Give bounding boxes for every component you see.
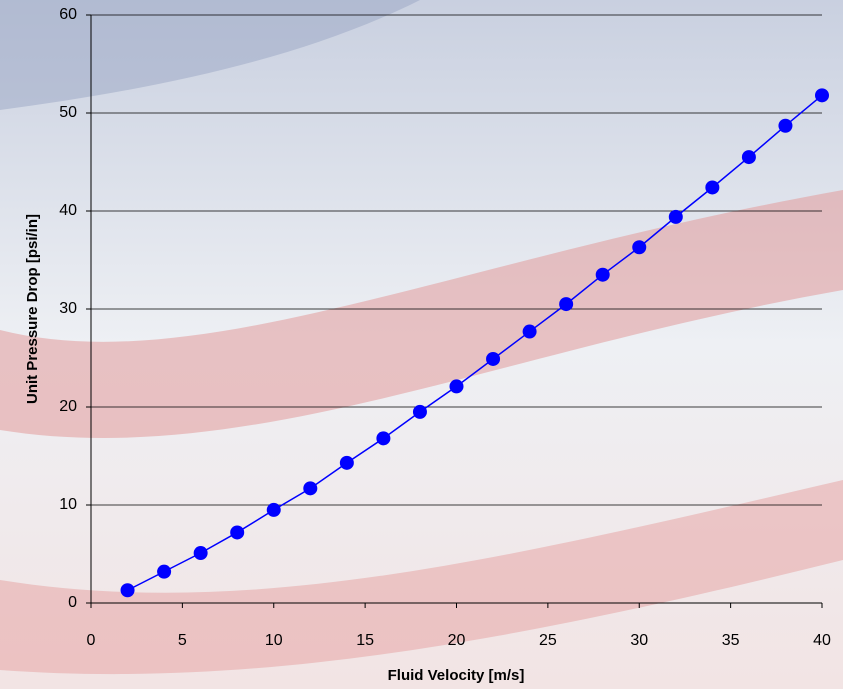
- x-tick-label: 25: [539, 632, 557, 649]
- y-tick-label: 60: [59, 6, 77, 23]
- x-axis-title: Fluid Velocity [m/s]: [388, 667, 525, 684]
- x-tick-label: 35: [722, 632, 740, 649]
- y-tick-label: 30: [59, 300, 77, 317]
- y-tick-label: 20: [59, 398, 77, 415]
- y-tick-label: 0: [68, 594, 77, 611]
- x-tick-label: 10: [265, 632, 283, 649]
- x-tick-label: 30: [630, 632, 648, 649]
- point: [194, 546, 208, 560]
- x-tick-label: 15: [356, 632, 374, 649]
- y-tick-label: 10: [59, 496, 77, 513]
- point: [778, 119, 792, 133]
- chart: Fluid Velocity [m/s] Unit Pressure Drop …: [0, 0, 843, 689]
- point: [815, 88, 829, 102]
- point: [121, 583, 135, 597]
- point: [413, 405, 427, 419]
- point: [742, 150, 756, 164]
- point: [705, 180, 719, 194]
- point: [267, 503, 281, 517]
- point: [340, 456, 354, 470]
- y-tick-label: 50: [59, 104, 77, 121]
- point: [632, 240, 646, 254]
- point: [486, 352, 500, 366]
- y-axis-title: Unit Pressure Drop [psi/in]: [24, 214, 41, 404]
- point: [559, 297, 573, 311]
- point: [596, 268, 610, 282]
- x-tick-label: 20: [448, 632, 466, 649]
- point: [523, 325, 537, 339]
- y-tick-label: 40: [59, 202, 77, 219]
- point: [376, 431, 390, 445]
- point: [669, 210, 683, 224]
- point: [450, 379, 464, 393]
- x-tick-label: 40: [813, 632, 831, 649]
- point: [157, 565, 171, 579]
- page: {"chart_data": {"type": "scatter", "x_la…: [0, 0, 843, 689]
- x-tick-label: 0: [87, 632, 96, 649]
- point: [230, 525, 244, 539]
- point: [303, 481, 317, 495]
- x-tick-label: 5: [178, 632, 187, 649]
